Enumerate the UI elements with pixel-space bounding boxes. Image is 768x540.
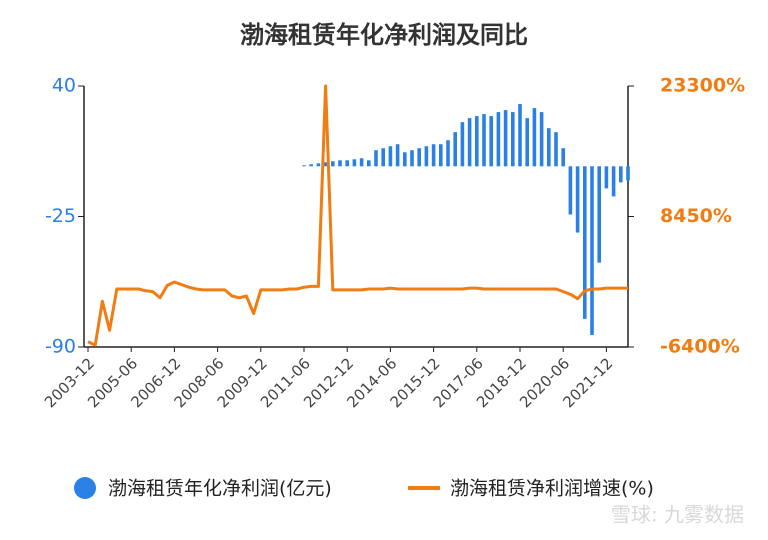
bar [460,122,465,167]
y-tick-label: -90 [45,336,76,358]
y2-tick-label: 23300% [660,75,745,97]
bar [590,166,594,335]
bar [532,108,537,167]
bar [417,148,421,167]
bar [619,166,623,183]
bar [511,112,515,167]
bar [331,161,335,167]
bar [338,160,342,167]
bar [496,112,501,167]
bar [597,166,601,263]
bar [345,160,349,167]
legend-marker [74,477,96,499]
bar [352,159,357,167]
bar [475,116,479,167]
bar [503,110,508,167]
watermark: 雪球: 九雾数据 [611,503,744,527]
bar [446,140,450,167]
bar [410,150,414,167]
bar [467,118,472,167]
y2-tick-label: -6400% [660,336,740,358]
bar [388,146,393,167]
bar [525,118,529,167]
bar [374,150,378,167]
bar [547,128,551,167]
bar [604,166,609,189]
bar [568,166,573,215]
bar [539,112,544,167]
bar [518,104,522,167]
bar [554,132,558,167]
bar [323,162,328,167]
bar [359,158,364,167]
bar [367,160,371,167]
legend-label: 渤海租赁净利润增速(%) [450,478,654,500]
bar [575,166,580,233]
chart-title: 渤海租赁年化净利润及同比 [240,21,528,49]
bar [611,166,616,197]
bar [626,166,630,181]
bar [439,144,443,167]
bar [403,152,407,167]
y-tick-label: 40 [52,75,76,97]
bar [482,114,486,167]
bar [489,116,493,167]
bar [381,148,385,167]
bar [309,164,313,167]
legend-label: 渤海租赁年化净利润(亿元) [108,478,332,500]
bar [395,144,400,167]
bar [424,146,429,167]
y-tick-label: -25 [45,205,76,227]
line [87,84,628,347]
y2-tick-label: 8450% [660,205,732,227]
bar [302,165,306,167]
bar [316,163,321,167]
bar [583,166,587,319]
bar [561,148,565,167]
bar [453,132,457,167]
bar [431,144,436,167]
